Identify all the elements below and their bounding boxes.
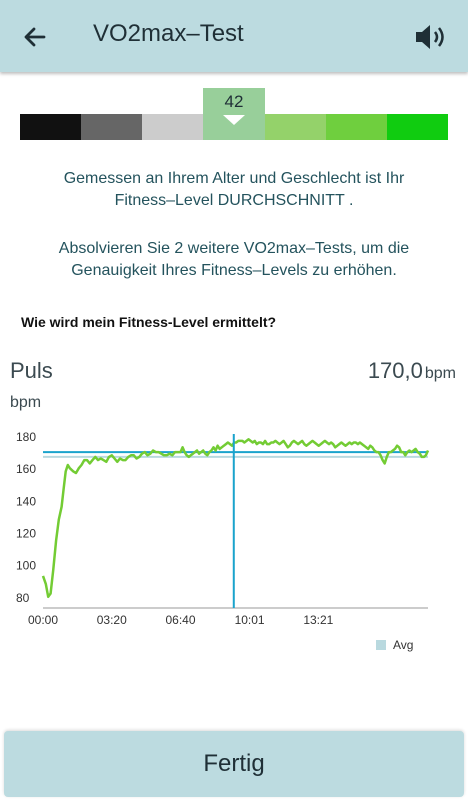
fitness-level-scale: 42 — [20, 88, 448, 142]
y-tick-label: 160 — [16, 462, 36, 476]
metric-value-unit: bpm — [424, 365, 456, 382]
result-line-2: Fitness–Level DURCHSCHNITT . — [114, 192, 354, 209]
result-line-1: Gemessen an Ihrem Alter und Geschlecht i… — [63, 170, 405, 187]
arrow-left-icon — [24, 27, 46, 47]
y-tick-label: 80 — [16, 591, 30, 605]
done-button[interactable]: Fertig — [4, 731, 464, 797]
sound-button[interactable] — [412, 20, 452, 54]
fitness-score-badge: 42 — [203, 88, 265, 115]
page-title: VO2max–Test — [93, 20, 244, 47]
heart-rate-chart[interactable]: 80 100 120 140 160 180 00:00 03:20 06:40 10:01 13:… — [0, 428, 468, 658]
scale-segment-3 — [142, 114, 204, 140]
app-header: VO2max–Test — [0, 0, 468, 72]
fitness-result-text: Gemessen an Ihrem Alter und Geschlecht i… — [20, 168, 448, 212]
y-tick-label: 120 — [16, 526, 36, 540]
back-button[interactable] — [18, 20, 54, 54]
y-tick-label: 140 — [16, 494, 36, 508]
hint-line-2: Genauigkeit Ihres Fitness–Levels zu erhö… — [71, 262, 397, 279]
x-tick-label: 06:40 — [165, 613, 195, 627]
x-tick-label: 00:00 — [28, 613, 58, 627]
metric-name: Puls — [10, 358, 53, 383]
scale-segment-6 — [325, 114, 387, 140]
x-tick-label: 10:01 — [235, 613, 265, 627]
metric-value: 170,0 bpm — [368, 358, 456, 384]
x-tick-label: 13:21 — [303, 613, 333, 627]
accuracy-hint-text: Absolvieren Sie 2 weitere VO2max–Tests, … — [20, 238, 448, 282]
scale-segment-5 — [264, 114, 326, 140]
scale-segment-1 — [20, 114, 82, 140]
y-tick-label: 100 — [16, 559, 36, 573]
heart-rate-series-line — [41, 438, 430, 599]
speaker-icon — [416, 25, 444, 49]
metric-value-number: 170,0 — [367, 358, 423, 383]
y-tick-label: 180 — [16, 430, 36, 444]
chart-unit-label: bpm — [10, 394, 42, 411]
fitness-level-info-link[interactable]: Wie wird mein Fitness-Level ermittelt? — [21, 314, 277, 330]
legend-avg-label: Avg — [393, 638, 413, 652]
hint-line-1: Absolvieren Sie 2 weitere VO2max–Tests, … — [58, 240, 410, 257]
scale-pointer-icon — [223, 115, 245, 125]
x-tick-label: 03:20 — [97, 613, 127, 627]
scale-segment-2 — [81, 114, 143, 140]
legend-avg-swatch — [376, 640, 386, 650]
scale-segment-7 — [386, 114, 448, 140]
